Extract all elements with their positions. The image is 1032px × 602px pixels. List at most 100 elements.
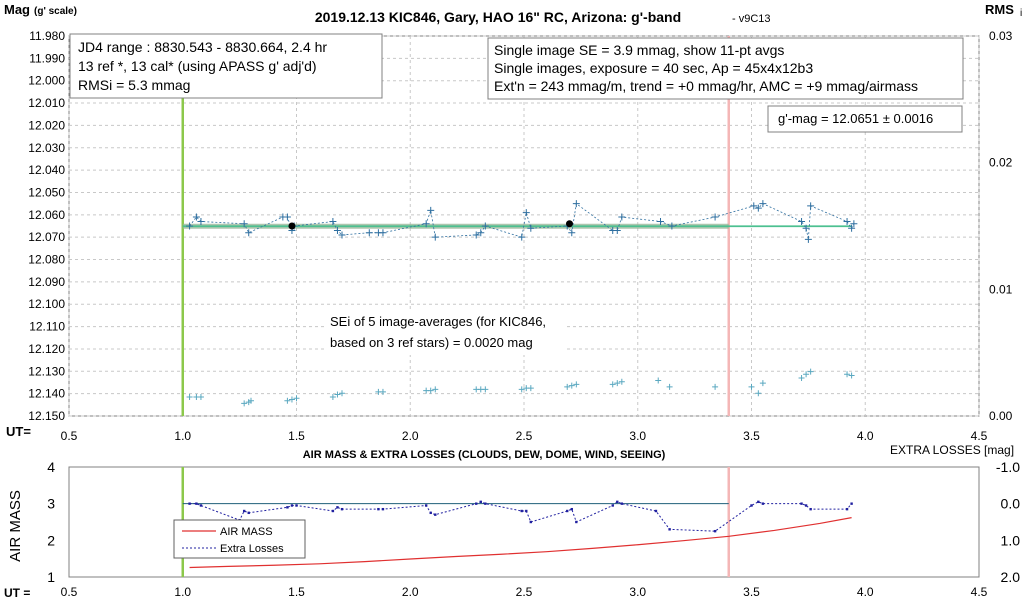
single-image-point <box>798 218 806 226</box>
top-y-tick-label: 12.060 <box>28 208 65 222</box>
top-y-ticks: 11.980 11.990 12.000 12.010 12.020 12.030 12.0… <box>28 29 65 423</box>
bottom-panel: AIR MASS & EXTRA LOSSES (CLOUDS, DEW, DO… <box>4 443 1020 600</box>
airmass-line <box>189 517 852 569</box>
rmsi-point <box>293 395 300 402</box>
bottom-xlabel: UT = <box>4 586 30 600</box>
extra-losses-point <box>750 504 753 507</box>
rmsi-point <box>844 371 851 378</box>
single-image-point <box>338 231 346 239</box>
top-y-tick-label: 12.090 <box>28 275 65 289</box>
rmsi-point <box>573 381 580 388</box>
top-x-ticks: 0.5 1.0 1.5 2.0 2.5 3.0 3.5 4.0 4.5 <box>61 429 988 443</box>
top-y-tick-label: 12.120 <box>28 342 65 356</box>
extra-losses-point <box>434 513 437 516</box>
bottom-x-tick-label: 3.0 <box>629 585 646 599</box>
top-y-tick-label: 11.990 <box>29 51 65 65</box>
top-y-tick-label: 12.030 <box>28 141 65 155</box>
se-info-line-3: Ext'n = 243 mmag/m, trend = +0 mmag/hr, … <box>494 78 918 94</box>
top-y-tick-label: 12.100 <box>28 297 65 311</box>
top-y-tick-label: 12.130 <box>28 364 65 378</box>
single-image-point <box>804 235 812 243</box>
top-y2-tick-label: 0.02 <box>989 156 1013 170</box>
extra-losses-point <box>484 502 487 505</box>
se-info-box: Single image SE = 3.9 mmag, show 11-pt a… <box>487 37 964 100</box>
gmag-text: g'-mag = 12.0651 ± 0.0016 <box>778 111 933 126</box>
rmsi-point <box>614 380 621 387</box>
single-image-point <box>618 213 626 221</box>
single-image-point <box>527 224 535 232</box>
extra-losses-point <box>611 504 614 507</box>
extra-losses-point <box>479 500 482 504</box>
single-image-point <box>759 200 767 208</box>
single-image-point <box>365 229 373 237</box>
top-panel: 11.980 11.990 12.000 12.010 12.020 12.030 12.0… <box>4 2 1022 443</box>
top-x-tick-label: 1.0 <box>174 429 191 443</box>
rmsi-point <box>248 397 254 404</box>
single-image-point <box>843 218 851 226</box>
single-image-point <box>572 200 580 208</box>
single-image-point <box>472 231 480 239</box>
rmsi-point <box>759 380 766 387</box>
top-x-tick-label: 3.0 <box>629 429 646 443</box>
bottom-x-tick-label: 3.5 <box>743 585 760 599</box>
top-chart-title: 2019.12.13 KIC846, Gary, HAO 16" RC, Ari… <box>315 9 681 25</box>
top-y-tick-label: 12.110 <box>29 320 65 334</box>
bottom-x-ticks: 0.5 1.0 1.5 2.0 2.5 3.0 3.5 4.0 4.5 <box>61 585 988 599</box>
top-ylabel-right: RMS <box>985 2 1014 17</box>
rmsi-point <box>803 371 810 378</box>
rmsi-point <box>197 394 204 400</box>
single-image-point <box>518 233 526 241</box>
rmsi-point <box>568 382 575 389</box>
extra-losses-point <box>188 502 191 505</box>
single-image-point <box>481 222 489 230</box>
single-image-point <box>477 229 485 237</box>
single-image-point <box>192 213 200 221</box>
extra-losses-point <box>529 520 533 524</box>
extra-losses-point <box>668 528 671 531</box>
bottom-x-tick-label: 1.5 <box>288 585 305 599</box>
top-y-tick-label: 12.040 <box>28 163 65 177</box>
single-image-point <box>802 224 810 232</box>
extra-losses-point <box>377 507 380 511</box>
extra-losses-point <box>850 502 853 505</box>
extra-losses-point <box>654 509 658 513</box>
jd4-info-line-2: 13 ref *, 13 cal* (using APASS g' adj'd) <box>78 58 317 74</box>
extra-losses-point <box>616 500 619 504</box>
top-y-tick-label: 12.070 <box>28 230 65 244</box>
jd4-info-line-1: JD4 range : 8830.543 - 8830.664, 2.4 hr <box>78 39 327 55</box>
extra-losses-point <box>424 504 428 507</box>
sei-line-2: based on 3 ref stars) = 0.0020 mag <box>330 335 533 350</box>
rmsi-point <box>712 383 719 390</box>
bottom-legend: AIR MASS Extra Losses <box>173 519 306 559</box>
top-ylabel-left-sub: (g' scale) <box>34 6 77 17</box>
sei-line-1: SEi of 5 image-averages (for KIC846, <box>330 314 546 329</box>
bottom-y-tick-label: 1 <box>47 569 55 585</box>
top-y2-tick-label: 0.03 <box>989 29 1013 43</box>
rmsi-point <box>748 383 755 390</box>
average-point <box>288 222 296 230</box>
top-chart-title-suffix: - v9C13 <box>732 13 771 25</box>
extra-losses-point <box>336 506 339 509</box>
top-ylabel-right-sub: i <box>1020 8 1022 19</box>
single-image-point <box>613 226 621 234</box>
extra-losses-point <box>295 504 298 507</box>
top-x-tick-label: 2.0 <box>402 429 419 443</box>
bottom-y2-tick-label: 1.0 <box>1001 532 1021 548</box>
bottom-y-tick-label: 4 <box>47 459 55 475</box>
bottom-y2-tick-label: 2.0 <box>1001 569 1021 585</box>
bottom-y-tick-label: 3 <box>47 496 55 512</box>
extra-losses-point <box>475 502 478 505</box>
top-y-tick-label: 12.050 <box>28 185 65 199</box>
single-image-point <box>750 202 758 210</box>
top-series <box>186 200 858 407</box>
single-image-point <box>240 220 248 228</box>
top-xlabel: UT= <box>6 424 31 439</box>
top-y2-tick-label: 0.01 <box>989 282 1013 296</box>
legend-losses-label: Extra Losses <box>220 543 284 555</box>
sei-box: SEi of 5 image-averages (for KIC846, bas… <box>324 309 564 355</box>
single-image-point <box>657 218 664 226</box>
single-image-point <box>427 206 435 214</box>
top-y-tick-label: 12.140 <box>28 387 65 401</box>
top-ylabel-left: Mag <box>4 2 30 17</box>
gmag-box: g'-mag = 12.0651 ± 0.0016 <box>767 105 963 133</box>
